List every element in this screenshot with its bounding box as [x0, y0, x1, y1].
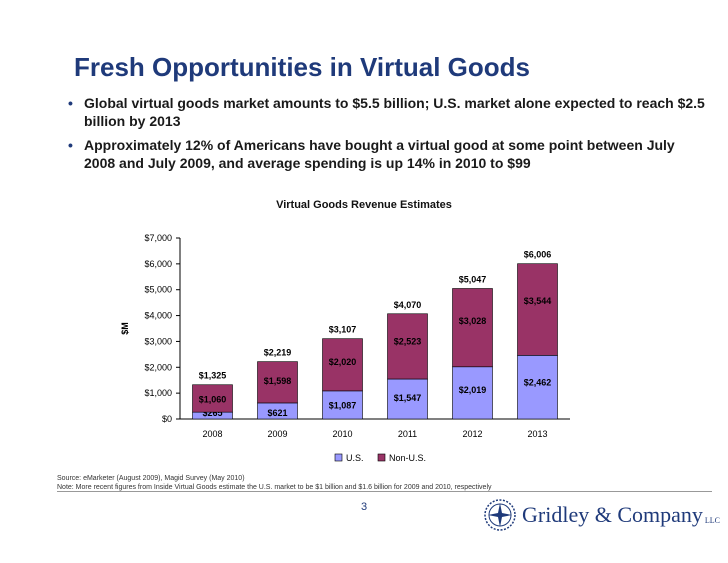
y-tick-label: $6,000	[144, 259, 172, 269]
legend-label-non-us: Non-U.S.	[389, 453, 426, 463]
data-label-us: $621	[267, 408, 287, 418]
bar-segment-us	[452, 366, 493, 420]
footer-divider	[57, 491, 712, 492]
y-tick-label: $1,000	[144, 388, 172, 398]
bar-segment-non-us	[322, 338, 363, 392]
bar-segment-us	[387, 378, 428, 420]
compass-seal-icon	[484, 499, 516, 531]
data-label-non-us: $1,060	[199, 394, 227, 404]
data-label-non-us: $1,598	[264, 376, 292, 386]
bar-segment-non-us	[387, 313, 428, 380]
y-tick-label: $4,000	[144, 311, 172, 321]
data-label-non-us: $3,028	[459, 316, 487, 326]
page-number: 3	[360, 501, 368, 513]
slide-title: Fresh Opportunities in Virtual Goods	[74, 52, 531, 82]
data-label-us: $1,087	[329, 401, 357, 411]
logo-name: Gridley & Company	[522, 502, 703, 527]
x-tick-label: 2008	[202, 429, 222, 439]
bar-segment-non-us	[192, 384, 233, 413]
total-label: $6,006	[524, 250, 552, 260]
y-tick-label: $3,000	[144, 336, 172, 346]
bar-segment-non-us	[257, 361, 298, 404]
company-logo: Gridley & Company LLC	[484, 498, 720, 532]
chart-title: Virtual Goods Revenue Estimates	[276, 199, 452, 211]
data-label-non-us: $3,544	[524, 296, 552, 306]
x-tick-label: 2009	[267, 429, 287, 439]
total-label: $3,107	[329, 325, 357, 335]
data-label-non-us: $2,020	[329, 357, 357, 367]
data-label-us: $1,547	[394, 393, 422, 403]
bullet-text: Global virtual goods market amounts to $…	[84, 95, 705, 129]
data-label-us: $2,462	[524, 378, 552, 388]
y-axis-label: $M	[120, 322, 130, 335]
bar-segment-non-us	[517, 263, 558, 356]
bullet-list: • Global virtual goods market amounts to…	[58, 94, 708, 178]
source-note: Source: eMarketer (August 2009), Magid S…	[57, 475, 245, 482]
legend-swatch-non-us	[377, 453, 386, 462]
y-tick-label: $2,000	[144, 362, 172, 372]
x-tick-label: 2011	[398, 429, 417, 439]
legend-swatch-us	[334, 453, 343, 462]
bullet-dot-icon: •	[68, 95, 73, 111]
data-label-non-us: $2,523	[394, 337, 422, 347]
data-label-us: $265	[202, 408, 222, 418]
x-tick-label: 2012	[462, 429, 482, 439]
bar-segment-us	[517, 355, 558, 420]
x-tick-label: 2013	[527, 429, 547, 439]
y-tick-label: $0	[162, 414, 172, 424]
bullet-item: • Approximately 12% of Americans have bo…	[58, 136, 708, 172]
bullet-dot-icon: •	[68, 137, 73, 153]
y-tick-label: $7,000	[144, 233, 172, 243]
total-label: $4,070	[394, 300, 422, 310]
bullet-item: • Global virtual goods market amounts to…	[58, 94, 708, 130]
logo-suffix: LLC	[704, 515, 720, 525]
total-label: $1,325	[199, 371, 227, 381]
y-tick-label: $5,000	[144, 285, 172, 295]
x-tick-label: 2010	[332, 429, 352, 439]
footnotes: Source: eMarketer (August 2009), Magid S…	[57, 474, 492, 492]
footnote-note: Note: More recent figures from Inside Vi…	[57, 484, 492, 491]
bar-segment-non-us	[452, 288, 493, 368]
data-label-us: $2,019	[459, 385, 487, 395]
bullet-text: Approximately 12% of Americans have boug…	[84, 137, 675, 171]
total-label: $5,047	[459, 274, 487, 284]
legend-label-us: U.S.	[346, 453, 364, 463]
total-label: $2,219	[264, 348, 292, 358]
